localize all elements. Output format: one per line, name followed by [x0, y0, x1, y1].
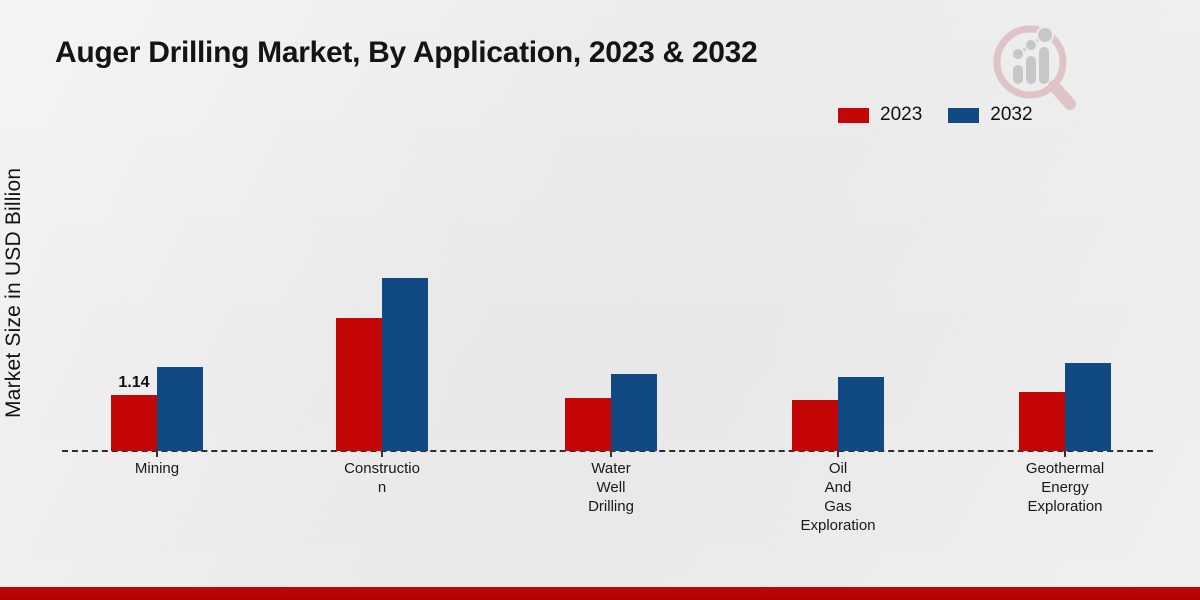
category-label-3: Oil And Gas Exploration — [800, 460, 876, 534]
x-axis-baseline — [62, 450, 1153, 452]
bar-2032-1 — [382, 278, 428, 451]
legend-item-2023: 2023 — [838, 104, 922, 126]
footer-accent-bar — [0, 587, 1200, 600]
chart-title: Auger Drilling Market, By Application, 2… — [55, 36, 758, 69]
legend-swatch-2032 — [948, 107, 980, 123]
category-label-0: Mining — [134, 460, 180, 477]
bar-2023-1 — [336, 318, 382, 451]
category-label-4: Geothermal Energy Exploration — [1025, 460, 1105, 515]
legend-label-2023: 2023 — [880, 104, 923, 125]
bar-2032-3 — [838, 377, 884, 451]
category-tick-4 — [1064, 451, 1066, 457]
category-label-1: Constructio n — [344, 460, 420, 496]
category-tick-2 — [610, 451, 612, 457]
legend-swatch-2023 — [838, 107, 869, 123]
bar-2023-3 — [792, 400, 838, 451]
legend-label-2032: 2032 — [990, 104, 1033, 125]
legend: 2023 2032 — [838, 104, 1033, 126]
category-label-2: Water Well Drilling — [588, 460, 634, 515]
category-tick-3 — [837, 451, 839, 457]
category-tick-0 — [156, 451, 158, 457]
magnifier-bar-chart-logo-icon — [993, 25, 1076, 110]
bar-value-label: 1.14 — [118, 374, 150, 391]
bar-2023-2 — [565, 398, 611, 451]
bar-2032-0 — [157, 367, 203, 451]
legend-item-2032: 2032 — [948, 104, 1033, 126]
bar-2032-4 — [1065, 363, 1111, 451]
y-axis-label: Market Size in USD Billion — [2, 167, 25, 419]
category-tick-1 — [381, 451, 383, 457]
bar-2032-2 — [611, 374, 657, 451]
bar-2023-0 — [111, 395, 157, 451]
bar-2023-4 — [1019, 392, 1065, 451]
